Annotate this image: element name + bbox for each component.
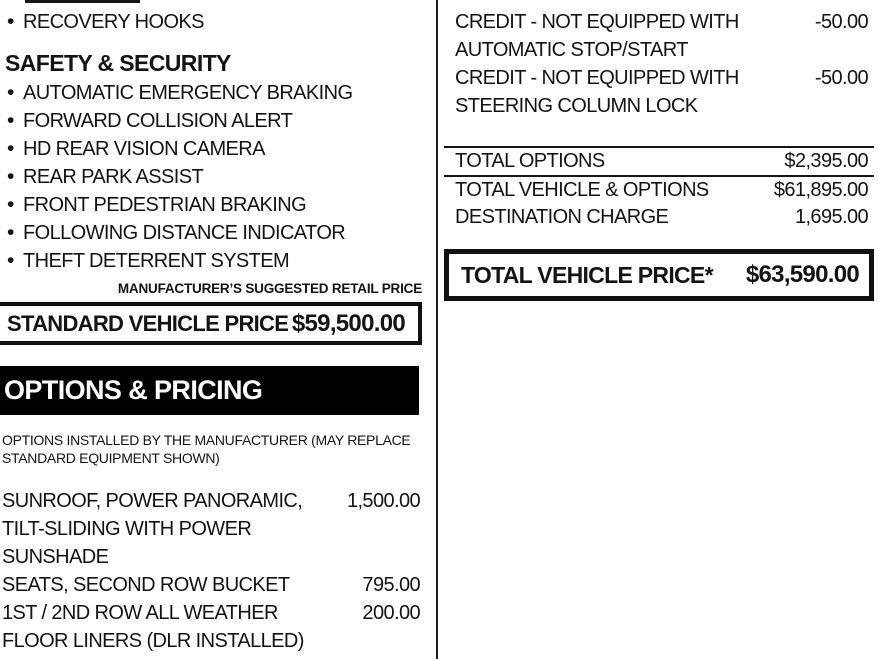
option-description: SEATS, SECOND ROW BUCKET <box>0 571 310 599</box>
credit-description-line: CREDIT - NOT EQUIPPED WITH <box>455 11 739 33</box>
total-options-row: TOTAL OPTIONS $2,395.00 <box>444 148 874 177</box>
bullet-icon: • <box>7 165 14 188</box>
left-column: • RECOVERY HOOKS SAFETY & SECURITY • AUT… <box>0 0 422 655</box>
msrp-caption: MANUFACTURER’S SUGGESTED RETAIL PRICE <box>117 281 422 296</box>
column-divider <box>436 0 438 659</box>
option-description: 1ST / 2ND ROW ALL WEATHER FLOOR LINERS (… <box>0 599 310 655</box>
section-heading-safety-security: SAFETY & SECURITY <box>5 50 231 76</box>
bullet-icon: • <box>7 137 14 160</box>
options-pricing-header-bar: OPTIONS & PRICING <box>0 366 419 415</box>
feature-item-label: RECOVERY HOOKS <box>23 11 205 33</box>
feature-item-label: HD REAR VISION CAMERA <box>23 138 265 160</box>
options-disclaimer-line: STANDARD EQUIPMENT SHOWN) <box>2 450 220 466</box>
feature-item: • FRONT PEDESTRIAN BRAKING <box>0 191 422 219</box>
option-price: 200.00 <box>362 602 420 624</box>
total-options-value: $2,395.00 <box>784 150 868 172</box>
standard-vehicle-price-box: STANDARD VEHICLE PRICE $59,500.00 <box>0 302 422 345</box>
feature-item-label: AUTOMATIC EMERGENCY BRAKING <box>23 82 353 104</box>
credit-amount: -50.00 <box>814 11 869 33</box>
feature-item: • AUTOMATIC EMERGENCY BRAKING <box>0 79 422 107</box>
total-vehicle-options-row: TOTAL VEHICLE & OPTIONS $61,895.00 <box>444 177 874 204</box>
option-description-line: FLOOR LINERS (DLR INSTALLED) <box>2 630 304 652</box>
options-disclaimer-line: OPTIONS INSTALLED BY THE MANUFACTURER (M… <box>2 432 411 448</box>
feature-item: • RECOVERY HOOKS <box>0 8 422 36</box>
feature-item-label: FORWARD COLLISION ALERT <box>23 110 293 132</box>
feature-item-label: FOLLOWING DISTANCE INDICATOR <box>23 222 346 244</box>
bullet-icon: • <box>7 193 14 216</box>
option-description-line: SUNSHADE <box>2 546 109 568</box>
option-row: SEATS, SECOND ROW BUCKET 795.00 <box>0 571 422 599</box>
option-description-line: 1ST / 2ND ROW ALL WEATHER <box>2 602 278 624</box>
bullet-icon: • <box>7 221 14 244</box>
total-vehicle-options-value: $61,895.00 <box>773 179 869 201</box>
options-pricing-header-label: OPTIONS & PRICING <box>4 375 263 405</box>
options-list: SUNROOF, POWER PANORAMIC, TILT-SLIDING W… <box>0 487 422 655</box>
option-row: 1ST / 2ND ROW ALL WEATHER FLOOR LINERS (… <box>0 599 422 655</box>
option-price: 795.00 <box>362 574 420 596</box>
credit-description: CREDIT - NOT EQUIPPED WITH AUTOMATIC STO… <box>444 8 758 64</box>
total-vehicle-price-label: TOTAL VEHICLE PRICE* <box>461 261 714 288</box>
credit-description: CREDIT - NOT EQUIPPED WITH STEERING COLU… <box>444 64 758 120</box>
bullet-icon: • <box>7 81 14 104</box>
standard-vehicle-price-value: $59,500.00 <box>291 309 406 337</box>
credit-description-line: STEERING COLUMN LOCK <box>455 95 698 117</box>
total-vehicle-options-label: TOTAL VEHICLE & OPTIONS <box>455 179 709 201</box>
destination-charge-label: DESTINATION CHARGE <box>455 206 669 228</box>
feature-item-label: FRONT PEDESTRIAN BRAKING <box>23 194 307 216</box>
option-price: 1,500.00 <box>346 490 421 512</box>
option-row: SUNROOF, POWER PANORAMIC, TILT-SLIDING W… <box>0 487 422 571</box>
totals-table: TOTAL OPTIONS $2,395.00 TOTAL VEHICLE & … <box>444 146 874 231</box>
credit-description-line: AUTOMATIC STOP/START <box>455 39 688 61</box>
option-description-line: SEATS, SECOND ROW BUCKET <box>2 574 290 596</box>
feature-item: • FOLLOWING DISTANCE INDICATOR <box>0 219 422 247</box>
cut-off-text-fragment <box>25 0 140 3</box>
right-column: CREDIT - NOT EQUIPPED WITH AUTOMATIC STO… <box>444 0 874 301</box>
options-disclaimer: OPTIONS INSTALLED BY THE MANUFACTURER (M… <box>2 431 422 467</box>
total-options-label: TOTAL OPTIONS <box>455 150 605 172</box>
feature-item: • FORWARD COLLISION ALERT <box>0 107 422 135</box>
bullet-icon: • <box>7 109 14 132</box>
standard-vehicle-price-label: STANDARD VEHICLE PRICE <box>7 310 289 336</box>
total-vehicle-price-value: $63,590.00 <box>745 261 860 288</box>
option-description: SUNROOF, POWER PANORAMIC, TILT-SLIDING W… <box>0 487 310 571</box>
option-description-line: SUNROOF, POWER PANORAMIC, <box>2 490 303 512</box>
feature-item: • REAR PARK ASSIST <box>0 163 422 191</box>
option-description-line: TILT-SLIDING WITH POWER <box>2 518 252 540</box>
credit-row: CREDIT - NOT EQUIPPED WITH AUTOMATIC STO… <box>444 8 874 64</box>
bullet-icon: • <box>7 10 14 33</box>
credit-amount: -50.00 <box>814 67 869 89</box>
feature-item: • HD REAR VISION CAMERA <box>0 135 422 163</box>
destination-charge-value: 1,695.00 <box>794 206 869 228</box>
bullet-icon: • <box>7 249 14 272</box>
feature-item-label: THEFT DETERRENT SYSTEM <box>23 250 290 272</box>
credit-row: CREDIT - NOT EQUIPPED WITH STEERING COLU… <box>444 64 874 120</box>
destination-charge-row: DESTINATION CHARGE 1,695.00 <box>444 204 874 231</box>
credit-description-line: CREDIT - NOT EQUIPPED WITH <box>455 67 739 89</box>
feature-item-label: REAR PARK ASSIST <box>23 166 204 188</box>
feature-item: • THEFT DETERRENT SYSTEM <box>0 247 422 275</box>
total-vehicle-price-box: TOTAL VEHICLE PRICE* $63,590.00 <box>444 249 874 301</box>
